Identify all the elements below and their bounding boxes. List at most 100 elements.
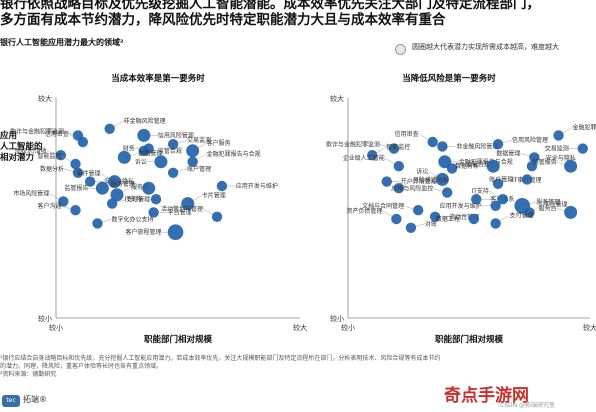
data-point [435,172,449,186]
point-label: 平台管理 [168,208,192,216]
point-label: 市场风险管理 [13,189,49,197]
data-point [393,183,405,194]
point-label: 风险模式分析 [413,176,449,184]
legend-text: 圆圈越大代表潜力实现所需成本越高，难度越大 [412,43,559,51]
point-label: 账户管理 [187,165,211,173]
y-axis-label: 人工智能的 [0,141,43,152]
data-point [72,167,84,178]
data-point [167,139,179,150]
title-line-1: 银行依照战略目标及优先级挖掘人工智能潜能。成本效率优先关注大部门及特定流程部门， [0,0,540,12]
y-tick-label: 较小 [38,314,52,323]
point-label: 金融犯罪报告与合规 [459,158,513,166]
watermark: 奇点手游网 [440,380,533,407]
data-point [137,128,151,142]
data-point [117,150,131,164]
point-label: 支付管理 [126,196,150,204]
point-label: 数据分析 [455,162,479,170]
point-label: 财务 [123,145,135,153]
point-label: 诉讼 [416,167,428,175]
data-point [442,187,453,198]
data-point [486,159,500,173]
point-label: 金融犯罪报告与合规 [207,150,261,158]
chart-title: 当成本效率是第一要务时 [111,73,205,84]
data-point [553,130,564,141]
point-label: 欺诈与金融犯罪监测 [10,127,64,135]
chart-title: 当降低风险是第一要务时 [402,73,496,84]
data-point [490,200,501,211]
legend-circle-icon [395,44,406,55]
point-label: 流动性管理 [449,213,479,221]
point-label: 应用与风险监控 [391,185,433,193]
data-point [412,205,424,216]
data-point [104,123,115,134]
chart-subtitle: 银行人工智能应用潜力最大的领域² [0,38,124,47]
data-point [181,197,195,211]
x-axis-label: 职能部门相对规模 [435,334,504,345]
data-point [577,143,588,154]
point-label: 平台管理 [544,200,568,208]
data-point [187,156,198,167]
data-point [216,180,228,192]
point-label: 数据管理 [138,149,162,157]
data-point [148,207,159,218]
y-axis-label: 应用 [0,130,17,141]
point-label: 对账 [425,220,437,228]
data-point [154,155,168,169]
data-point [367,150,378,161]
data-point [490,218,501,229]
point-label: 企业级人工智能 [343,154,385,162]
point-label: 支付管理 [510,211,534,219]
point-label: 数据管理 [496,149,520,157]
data-point [526,161,538,172]
x-tick-label: 较大 [583,323,596,332]
point-label: 客户沟通 [38,202,62,210]
point-label: 服务台 [131,183,149,191]
point-label: 智能监控 [386,143,410,151]
point-label: 客户服务 [207,139,231,147]
point-label: 信用审查 [45,130,69,138]
page-title: 银行依照战略目标及优先级挖掘人工智能潜能。成本效率优先关注大部门及特定流程部门，… [0,0,596,28]
x-tick-label: 较小 [49,323,63,332]
data-point [55,150,67,161]
data-point [446,163,458,174]
data-point [381,176,392,187]
data-point [524,207,535,218]
point-label: 开户异常处理 [401,178,437,186]
data-point [471,194,482,205]
size-legend: 圆圈越大代表潜力实现所需成本越高，难度越大 [395,42,575,55]
brand-logo: tec 拓端® [2,394,47,407]
data-point [492,178,504,189]
watermark-small: CSDN @拓端研究室 [500,402,556,409]
data-point [167,224,184,240]
point-label: 监管合规 [158,147,182,155]
data-point [108,175,122,189]
data-point [564,159,578,173]
data-point [405,222,417,233]
data-point [427,136,438,148]
data-point [497,194,509,205]
point-label: 数据工程 [436,215,460,223]
point-label: 卡片管理 [202,192,226,200]
point-label: 债权人/清收 [15,147,47,155]
point-label: 账户管理 [489,175,513,183]
y-tick-label: 较大 [38,94,52,103]
point-label: 交易监测 [187,136,211,144]
x-tick-label: 较大 [293,323,307,332]
data-point [211,211,223,222]
y-axis-label: 相对潜力 [0,152,34,163]
point-label: 信用风险管理 [512,136,548,144]
point-label: 事件管理 [77,170,101,178]
footnote-line-1: ¹银行应结合自身战略目标和优先级，充分挖掘人工智能应用潜力。若成本效率优先，关注… [0,355,441,362]
point-label: 非金融风险管理 [124,117,166,125]
data-point [150,194,162,205]
data-point [106,198,118,209]
point-label: 应用开发与维护 [236,182,278,190]
point-label: 文档与合同管理 [362,202,404,210]
point-label: 诉讼 [135,158,147,166]
data-point [393,161,405,172]
footnote: ¹银行应结合自身战略目标和优先级，充分挖掘人工智能应用潜力。若成本效率优先，关注… [0,355,590,379]
data-point [77,136,89,148]
point-label: 非金融风险管理 [456,142,498,150]
point-label: 监管报告 [64,184,88,192]
